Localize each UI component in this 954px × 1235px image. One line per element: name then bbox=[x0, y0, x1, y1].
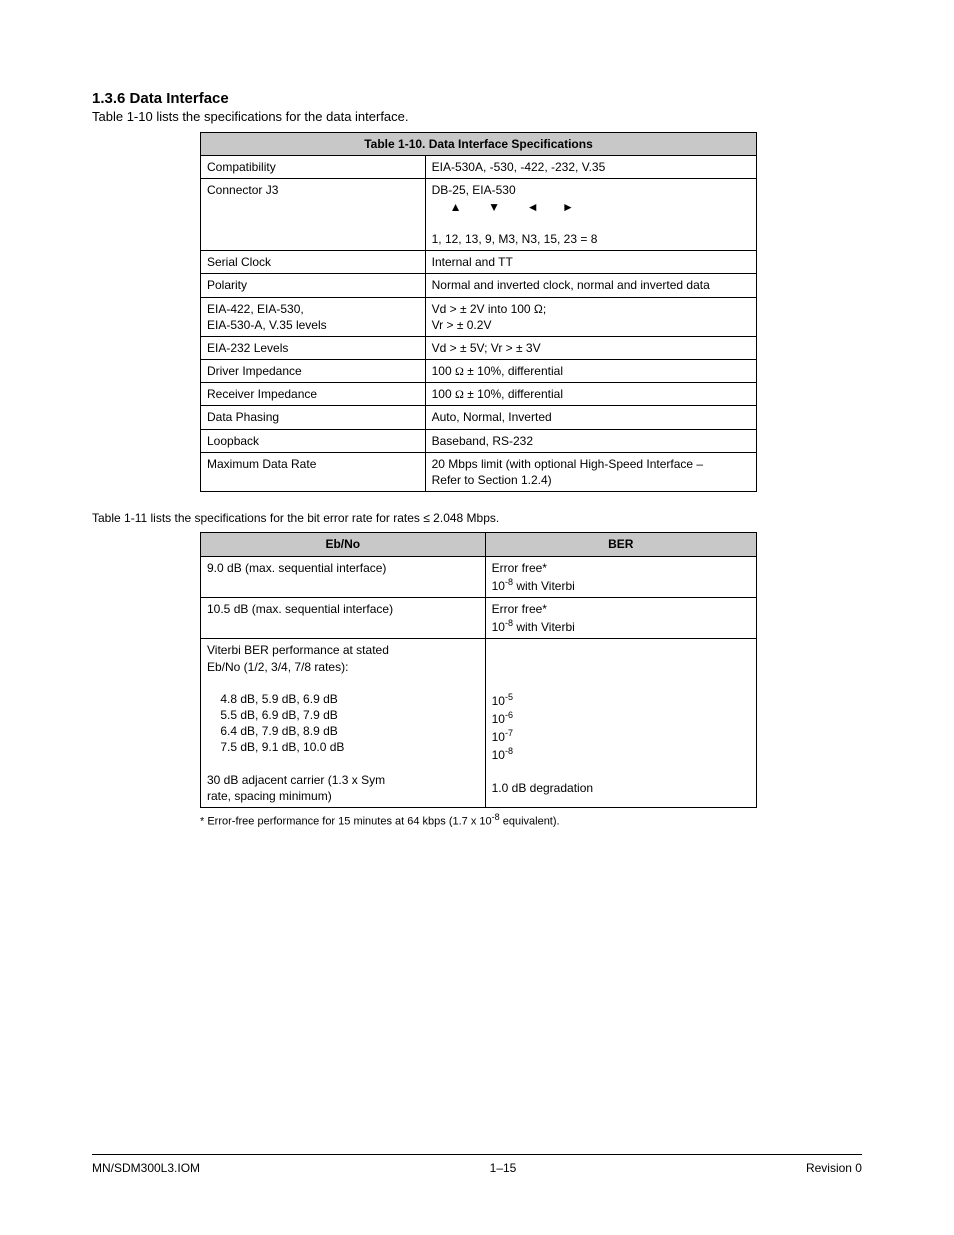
cell-value: Vd > ± 2V into 100 Ω; Vr > ± 0.2V bbox=[425, 297, 756, 336]
cell-label: EIA-232 Levels bbox=[201, 336, 426, 359]
cell-value: Error free* 10-8 with Viterbi bbox=[485, 556, 756, 597]
cell-label: Data Phasing bbox=[201, 406, 426, 429]
cell-value: Auto, Normal, Inverted bbox=[425, 406, 756, 429]
cell-label: Compatibility bbox=[201, 156, 426, 179]
footer-center: 1–15 bbox=[490, 1161, 517, 1175]
cell-value: DB-25, EIA-530 ▲ ▼ ◄ ► 1, 12, 13, 9, M3,… bbox=[425, 179, 756, 251]
cell-value: 100 Ω ± 10%, differential bbox=[425, 360, 756, 383]
cell-label: Polarity bbox=[201, 274, 426, 297]
table-row: Receiver Impedance 100 Ω ± 10%, differen… bbox=[201, 383, 757, 406]
cell-label: Receiver Impedance bbox=[201, 383, 426, 406]
arrow-left-icon: ◄ bbox=[527, 199, 539, 215]
cell-label: Loopback bbox=[201, 429, 426, 452]
cell-value: Vd > ± 5V; Vr > ± 3V bbox=[425, 336, 756, 359]
page: 1.3.6 Data Interface Table 1-10 lists th… bbox=[0, 0, 954, 1235]
cell-value: Error free* 10-8 with Viterbi bbox=[485, 597, 756, 638]
table-row: Data Phasing Auto, Normal, Inverted bbox=[201, 406, 757, 429]
table-row: 9.0 dB (max. sequential interface) Error… bbox=[201, 556, 757, 597]
footer-rule bbox=[92, 1154, 862, 1155]
table-row: 10.5 dB (max. sequential interface) Erro… bbox=[201, 597, 757, 638]
table2-head-b: BER bbox=[485, 533, 756, 556]
cell-value-post: 1, 12, 13, 9, M3, N3, 15, 23 = 8 bbox=[432, 232, 598, 246]
table-row: Connector J3 DB-25, EIA-530 ▲ ▼ ◄ ► 1, 1… bbox=[201, 179, 757, 251]
table-row: Loopback Baseband, RS-232 bbox=[201, 429, 757, 452]
table-row: Serial Clock Internal and TT bbox=[201, 251, 757, 274]
cell-value: 100 Ω ± 10%, differential bbox=[425, 383, 756, 406]
table1-header: Table 1-10. Data Interface Specification… bbox=[201, 133, 757, 156]
table-row: EIA-232 Levels Vd > ± 5V; Vr > ± 3V bbox=[201, 336, 757, 359]
cell-value: Baseband, RS-232 bbox=[425, 429, 756, 452]
cell-value: 20 Mbps limit (with optional High-Speed … bbox=[425, 452, 756, 491]
cell-value: EIA-530A, -530, -422, -232, V.35 bbox=[425, 156, 756, 179]
table-row: Maximum Data Rate 20 Mbps limit (with op… bbox=[201, 452, 757, 491]
arrow-down-icon: ▼ bbox=[488, 199, 500, 215]
table-ber: Eb/No BER 9.0 dB (max. sequential interf… bbox=[200, 532, 757, 808]
cell-label: EIA-422, EIA-530, EIA-530-A, V.35 levels bbox=[201, 297, 426, 336]
table-row: Viterbi BER performance at stated Eb/No … bbox=[201, 639, 757, 808]
page-footer: MN/SDM300L3.IOM 1–15 Revision 0 bbox=[92, 1154, 862, 1175]
cell-label: 9.0 dB (max. sequential interface) bbox=[201, 556, 486, 597]
footnote: * Error-free performance for 15 minutes … bbox=[200, 812, 757, 828]
cell-label: Maximum Data Rate bbox=[201, 452, 426, 491]
cell-label: Viterbi BER performance at stated Eb/No … bbox=[201, 639, 486, 808]
arrow-row: ▲ ▼ ◄ ► bbox=[432, 199, 750, 215]
table-row: Compatibility EIA-530A, -530, -422, -232… bbox=[201, 156, 757, 179]
footer-left: MN/SDM300L3.IOM bbox=[92, 1161, 200, 1175]
table-row: Driver Impedance 100 Ω ± 10%, differenti… bbox=[201, 360, 757, 383]
note-text: Table 1-11 lists the specifications for … bbox=[92, 510, 862, 526]
section-heading: 1.3.6 Data Interface bbox=[92, 90, 862, 107]
cell-value: Internal and TT bbox=[425, 251, 756, 274]
section-subtext: Table 1-10 lists the specifications for … bbox=[92, 109, 862, 124]
cell-value: Normal and inverted clock, normal and in… bbox=[425, 274, 756, 297]
arrow-right-icon: ► bbox=[562, 199, 574, 215]
cell-label: 10.5 dB (max. sequential interface) bbox=[201, 597, 486, 638]
table-row: EIA-422, EIA-530, EIA-530-A, V.35 levels… bbox=[201, 297, 757, 336]
cell-value-pre: DB-25, EIA-530 bbox=[432, 183, 516, 197]
table-row: Polarity Normal and inverted clock, norm… bbox=[201, 274, 757, 297]
table-data-interface: Table 1-10. Data Interface Specification… bbox=[200, 132, 757, 492]
table2-head-a: Eb/No bbox=[201, 533, 486, 556]
cell-value: 10-5 10-6 10-7 10-8 1.0 dB degradation bbox=[485, 639, 756, 808]
cell-label: Driver Impedance bbox=[201, 360, 426, 383]
cell-label: Serial Clock bbox=[201, 251, 426, 274]
footer-right: Revision 0 bbox=[806, 1161, 862, 1175]
arrow-up-icon: ▲ bbox=[450, 199, 462, 215]
cell-label: Connector J3 bbox=[201, 179, 426, 251]
